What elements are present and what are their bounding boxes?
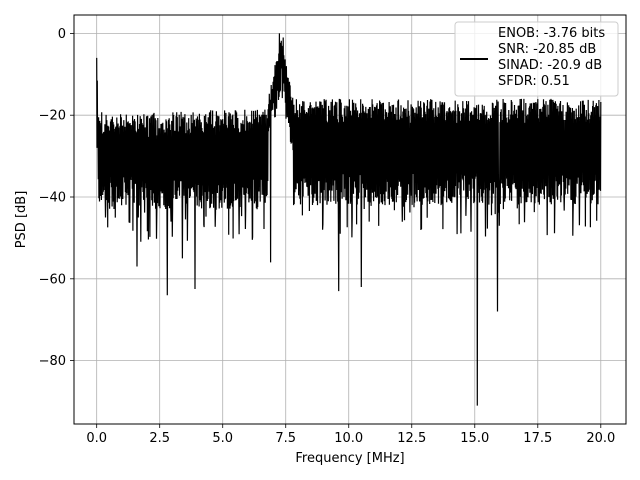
plot-frame xyxy=(73,14,627,425)
y-tick-label: −60 xyxy=(39,272,66,287)
x-tick-label: 0.0 xyxy=(86,431,107,446)
y-tick-label: −40 xyxy=(39,191,66,206)
x-tick-label: 17.5 xyxy=(523,431,552,446)
x-tick-label: 15.0 xyxy=(460,431,489,446)
y-tick-label: −80 xyxy=(39,354,66,369)
x-tick-label: 20.0 xyxy=(586,431,615,446)
legend-box xyxy=(454,21,619,97)
x-tick-label: 2.5 xyxy=(149,431,170,446)
legend-enob: ENOB: -3.76 bits xyxy=(498,26,605,41)
axis-ticks: 0.0 2.5 5.0 7.5 10.0 12.5 15.0 17.5 20.0 0 −20 −40 −… xyxy=(39,27,616,446)
x-tick-label: 5.0 xyxy=(212,431,233,446)
psd-line xyxy=(96,33,602,406)
x-axis-label: Frequency [MHz] xyxy=(295,451,404,466)
legend-sinad: SINAD: -20.9 dB xyxy=(498,58,602,73)
legend: ENOB: -3.76 bits SNR: -20.85 dB SINAD: -… xyxy=(454,21,619,97)
x-tick-label: 7.5 xyxy=(275,431,296,446)
y-tick-label: −20 xyxy=(39,109,66,124)
x-tick-label: 10.0 xyxy=(334,431,363,446)
x-tick-label: 12.5 xyxy=(397,431,426,446)
legend-snr: SNR: -20.85 dB xyxy=(498,42,596,57)
y-axis-label: PSD [dB] xyxy=(14,191,29,249)
psd-trace xyxy=(96,33,602,406)
legend-sfdr: SFDR: 0.51 xyxy=(498,74,570,89)
y-tick-label: 0 xyxy=(58,27,66,42)
